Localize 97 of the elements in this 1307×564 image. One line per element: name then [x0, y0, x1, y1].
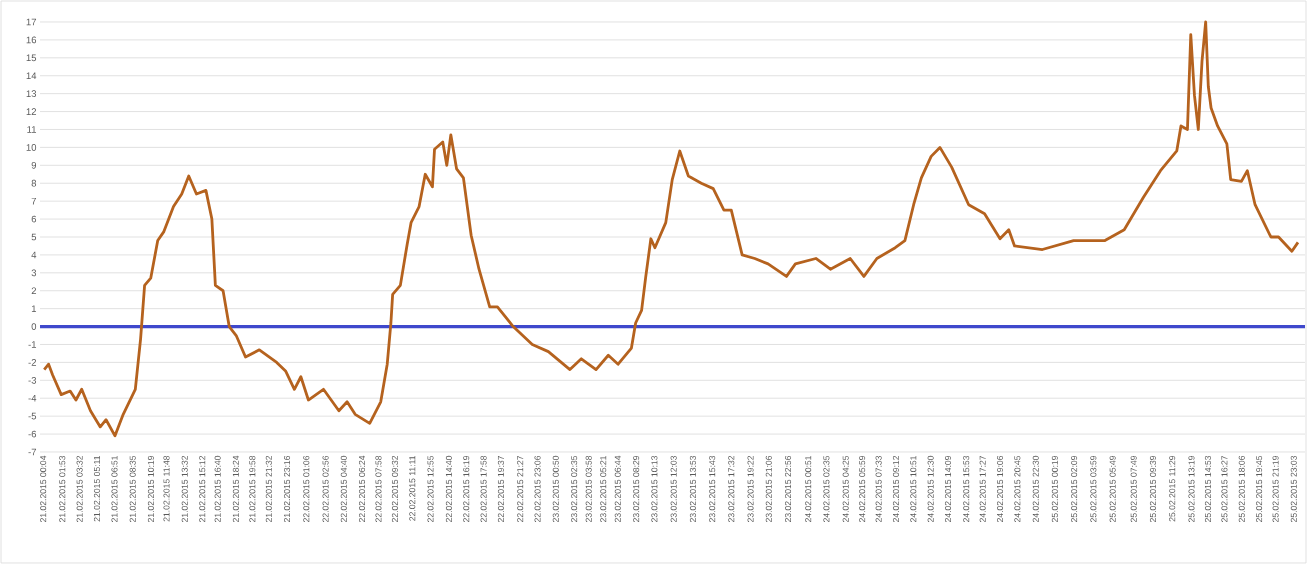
y-tick-label: 12	[26, 108, 37, 115]
x-tick-label: 22.02.2015 21:27	[517, 455, 524, 523]
x-tick-label: 24.02.2015 09:12	[892, 455, 899, 523]
x-tick-label: 24.02.2015 10:51	[910, 455, 917, 523]
x-tick-label: 24.02.2015 17:27	[979, 455, 986, 523]
x-tick-label: 21.02.2015 01:53	[59, 455, 66, 523]
x-tick-label: 22.02.2015 04:40	[340, 455, 347, 523]
x-tick-label: 21.02.2015 08:35	[129, 455, 136, 523]
y-tick-label: 1	[31, 305, 37, 312]
x-tick-label: 21.02.2015 19:58	[249, 455, 256, 523]
x-tick-label: 25.02.2015 05:49	[1109, 455, 1116, 523]
x-tick-label: 22.02.2015 23:06	[534, 455, 541, 523]
x-tick-label: 23.02.2015 12:03	[670, 455, 677, 523]
x-tick-label: 21.02.2015 18:24	[232, 455, 239, 523]
line-series	[42, 20, 1300, 438]
x-tick-label: 24.02.2015 00:51	[805, 455, 812, 523]
x-tick-label: 25.02.2015 07:49	[1130, 455, 1137, 523]
x-tick-label: 21.02.2015 23:16	[283, 455, 291, 523]
y-tick-label: 6	[31, 215, 37, 223]
x-tick-label: 25.02.2015 23:03	[1290, 455, 1297, 523]
x-tick-label: 25.02.2015 00:19	[1051, 455, 1058, 523]
x-tick-label: 22.02.2015 14:40	[445, 455, 452, 523]
x-tick-label: 22.02.2015 11:11	[409, 455, 416, 521]
y-tick-label: 17	[26, 18, 37, 26]
x-tick-label: 25.02.2015 19:45	[1256, 455, 1263, 523]
x-tick-label: 24.02.2015 15:53	[963, 455, 970, 523]
x-tick-label: 23.02.2015 22:56	[785, 455, 792, 523]
x-tick-label: 22.02.2015 17:58	[480, 455, 487, 523]
x-tick-label: 21.02.2015 03:32	[76, 455, 83, 523]
x-tick-label: 23.02.2015 19:22	[747, 455, 754, 523]
y-tick-label: 10	[26, 144, 37, 151]
y-tick-label: 16	[26, 36, 37, 44]
x-tick-label: 25.02.2015 09:39	[1149, 455, 1156, 523]
x-tick-label: 22.02.2015 01:06	[303, 455, 310, 523]
x-tick-label: 23.02.2015 00:50	[552, 455, 559, 523]
y-tick-label: 15	[26, 54, 37, 62]
x-tick-label: 24.02.2015 22:30	[1032, 455, 1039, 523]
y-tick-label: 14	[26, 72, 37, 79]
x-tick-label: 24.02.2015 04:25	[842, 455, 849, 523]
x-tick-label: 24.02.2015 20:45	[1014, 455, 1021, 523]
x-tick-label: 25.02.2015 13:19	[1188, 455, 1195, 523]
x-tick-label: 25.02.2015 14:53	[1204, 455, 1211, 523]
x-tick-label: 23.02.2015 02:35	[571, 455, 578, 523]
y-tick-label: 11	[27, 126, 37, 133]
y-tick-label: -1	[28, 341, 37, 348]
x-tick-label: 23.02.2015 06:44	[614, 455, 621, 523]
x-tick-label: 22.02.2015 09:32	[391, 455, 398, 523]
x-tick-label: 24.02.2015 07:33	[875, 455, 882, 523]
x-tick-label: 21.02.2015 11:48	[163, 455, 170, 522]
y-tick-label: -2	[28, 359, 37, 366]
x-tick-label: 24.02.2015 05:59	[859, 455, 866, 523]
x-tick-label: 21.02.2015 10:19	[147, 455, 154, 523]
y-tick-label: 5	[31, 233, 37, 241]
y-tick-label: 3	[31, 269, 37, 277]
x-tick-label: 25.02.2015 18:06	[1238, 455, 1245, 523]
x-tick-label: 24.02.2015 14:09	[944, 455, 952, 523]
x-tick-label: 22.02.2015 02:56	[322, 455, 329, 523]
x-tick-label: 23.02.2015 03:58	[585, 455, 592, 523]
x-tick-label: 25.02.2015 03:59	[1090, 455, 1097, 523]
y-tick-label: 9	[31, 161, 37, 169]
x-tick-label: 25.02.2015 21:19	[1272, 455, 1279, 523]
x-tick-label: 25.02.2015 16:27	[1221, 455, 1228, 523]
y-tick-label: -3	[28, 376, 37, 384]
x-tick-label: 21.02.2015 06:51	[111, 455, 118, 523]
x-tick-label: 22.02.2015 12:55	[427, 455, 434, 523]
x-tick-label: 23.02.2015 21:06	[765, 455, 772, 523]
x-tick-label: 22.02.2015 19:37	[497, 455, 504, 523]
x-tick-label: 23.02.2015 15:43	[709, 455, 716, 523]
x-tick-label: 25.02.2015 11:29	[1169, 455, 1176, 522]
y-tick-label: -4	[28, 394, 37, 402]
x-tick-label: 22.02.2015 06:24	[358, 455, 366, 523]
x-tick-label: 24.02.2015 12:30	[927, 455, 934, 523]
x-tick-label: 21.02.2015 21:32	[265, 455, 272, 523]
x-tick-label: 21.02.2015 15:12	[199, 455, 206, 523]
y-tick-label: 2	[31, 287, 37, 295]
x-tick-label: 23.02.2015 08:29	[633, 455, 640, 523]
y-tick-label: 4	[31, 251, 37, 259]
x-tick-label: 22.02.2015 16:19	[463, 455, 470, 523]
x-tick-label: 21.02.2015 00:04	[40, 455, 47, 523]
y-tick-label: 13	[26, 90, 37, 98]
x-tick-label: 21.02.2015 05:11	[93, 455, 100, 522]
y-tick-label: -6	[28, 430, 37, 438]
x-tick-label: 21.02.2015 16:40	[214, 455, 221, 523]
x-tick-label: 23.02.2015 05:21	[600, 455, 607, 523]
y-tick-label: 7	[31, 197, 37, 205]
y-tick-label: -7	[28, 448, 37, 456]
y-tick-label: 0	[31, 323, 37, 330]
y-tick-label: 8	[31, 179, 37, 187]
x-tick-label: 23.02.2015 13:53	[689, 455, 696, 523]
x-tick-label: 21.02.2015 13:32	[181, 455, 188, 523]
x-tick-label: 23.02.2015 10:13	[651, 455, 658, 523]
x-tick-label: 25.02.2015 02:09	[1071, 455, 1078, 523]
x-tick-label: 24.02.2015 19:06	[996, 455, 1004, 523]
x-tick-label: 23.02.2015 17:32	[728, 455, 735, 523]
y-tick-label: -5	[28, 412, 37, 420]
x-tick-label: 24.02.2015 02:35	[823, 455, 830, 523]
x-tick-label: 22.02.2015 07:58	[375, 455, 382, 523]
